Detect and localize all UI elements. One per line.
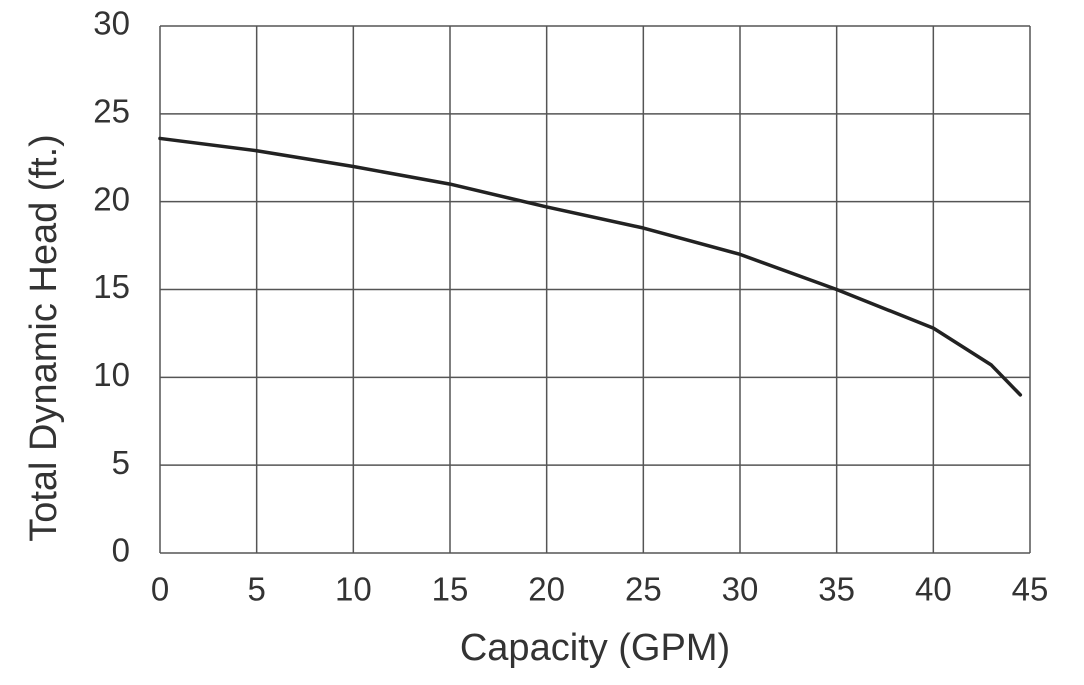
x-tick-label: 45 <box>1012 571 1049 608</box>
x-tick-label: 40 <box>915 571 952 608</box>
x-axis-label: Capacity (GPM) <box>460 627 730 669</box>
y-tick-label: 15 <box>93 268 130 305</box>
y-tick-label: 25 <box>93 93 130 130</box>
y-tick-label: 10 <box>93 356 130 393</box>
y-tick-label: 20 <box>93 180 130 217</box>
y-tick-label: 5 <box>112 444 130 481</box>
x-tick-label: 30 <box>722 571 759 608</box>
x-tick-label: 10 <box>335 571 372 608</box>
x-tick-label: 20 <box>528 571 565 608</box>
x-tick-label: 15 <box>432 571 469 608</box>
x-tick-label: 5 <box>247 571 265 608</box>
y-tick-label: 30 <box>93 5 130 42</box>
y-axis-label: Total Dynamic Head (ft.) <box>23 134 65 542</box>
y-tick-label: 0 <box>112 532 130 569</box>
x-tick-label: 0 <box>151 571 169 608</box>
x-tick-label: 25 <box>625 571 662 608</box>
x-tick-label: 35 <box>818 571 855 608</box>
curve <box>158 136 1023 397</box>
